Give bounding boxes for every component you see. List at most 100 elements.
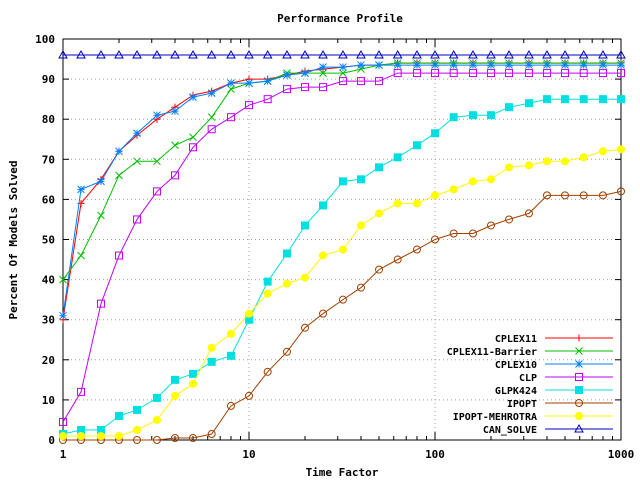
data-point-cplex10 <box>263 77 272 85</box>
data-point-cplex10 <box>561 61 569 69</box>
data-point-ipopt <box>468 229 477 238</box>
data-point-ipopt <box>189 433 198 442</box>
data-point-cplex10 <box>59 311 67 320</box>
data-point-glpk424 <box>114 411 123 420</box>
data-point-ipopt-mehrotra <box>189 379 198 388</box>
data-point-clp <box>189 143 198 152</box>
data-point-glpk424 <box>617 95 625 104</box>
data-point-ipopt-mehrotra <box>263 289 272 298</box>
data-point-can-solve <box>244 50 254 59</box>
data-point-clp <box>59 417 67 426</box>
legend-label-ipopt-mehrotra: IPOPT-MEHROTRA <box>453 412 537 423</box>
data-point-can-solve <box>300 50 310 59</box>
data-point-clp <box>170 171 179 180</box>
data-point-can-solve <box>226 50 236 59</box>
legend-entry-cplex11-barrier: CPLEX11-Barrier <box>447 346 613 358</box>
data-point-glpk424 <box>542 95 551 104</box>
data-point-clp <box>114 251 123 260</box>
data-point-cplex11-barrier <box>171 141 179 150</box>
data-point-cplex10 <box>431 61 439 69</box>
data-point-can-solve <box>486 50 496 59</box>
data-point-clp <box>579 69 588 78</box>
series-line-clp <box>62 72 621 423</box>
data-point-ipopt <box>393 255 402 264</box>
data-point-ipopt <box>561 191 570 200</box>
plot-frame <box>62 38 622 441</box>
data-point-cplex11-barrier <box>227 85 235 93</box>
data-point-cplex11-barrier <box>189 133 197 142</box>
data-point-clp <box>319 83 328 92</box>
data-point-glpk424 <box>207 357 216 366</box>
data-point-ipopt-mehrotra <box>412 199 421 208</box>
data-point-ipopt <box>207 429 216 438</box>
data-point-ipopt-mehrotra <box>486 175 495 184</box>
data-point-glpk424 <box>282 249 291 258</box>
x-tick-label: 1 <box>60 448 67 461</box>
data-point-glpk424 <box>263 277 272 286</box>
data-point-cplex10 <box>413 61 421 69</box>
data-point-clp <box>542 69 551 78</box>
data-point-can-solve <box>338 50 348 59</box>
data-point-cplex10 <box>617 61 625 69</box>
data-point-ipopt-mehrotra <box>282 279 291 288</box>
data-point-ipopt <box>449 229 458 238</box>
data-point-cplex10 <box>599 61 607 69</box>
data-point-glpk424 <box>579 95 588 104</box>
data-point-cplex10 <box>579 61 588 69</box>
data-point-ipopt-mehrotra <box>561 157 570 166</box>
grid <box>63 39 621 440</box>
y-tick-label: 70 <box>42 153 55 166</box>
data-point-ipopt-mehrotra <box>59 431 67 440</box>
data-point-can-solve <box>76 50 86 59</box>
data-point-ipopt <box>431 235 439 244</box>
data-point-ipopt <box>356 283 365 292</box>
series-cplex10 <box>59 61 625 320</box>
data-point-can-solve <box>318 50 328 59</box>
data-point-ipopt <box>282 347 291 356</box>
data-point-can-solve <box>616 50 626 59</box>
data-point-glpk424 <box>338 177 347 186</box>
data-point-cplex11-barrier <box>207 113 216 122</box>
legend-marker-ipopt <box>575 399 583 407</box>
data-point-clp <box>486 69 495 78</box>
data-point-clp <box>524 69 533 78</box>
legend-label-clp: CLP <box>519 373 537 384</box>
data-point-ipopt-mehrotra <box>338 245 347 254</box>
data-point-can-solve <box>392 50 403 59</box>
data-point-can-solve <box>412 50 422 59</box>
x-axis-label: Time Factor <box>306 466 379 479</box>
data-point-cplex11-barrier <box>77 251 85 260</box>
data-point-can-solve <box>206 50 217 59</box>
data-point-clp <box>282 85 291 94</box>
data-point-clp <box>431 69 439 78</box>
y-tick-label: 50 <box>42 234 55 247</box>
data-point-clp <box>598 69 607 78</box>
data-point-clp <box>77 387 86 396</box>
data-point-can-solve <box>96 50 106 59</box>
legend-marker-cplex11 <box>575 334 583 342</box>
legend-marker-clp <box>575 373 583 381</box>
data-point-glpk424 <box>300 221 309 230</box>
data-point-ipopt-mehrotra <box>96 431 105 440</box>
data-point-cplex11-barrier <box>153 157 161 166</box>
data-point-ipopt-mehrotra <box>77 431 86 440</box>
data-point-ipopt-mehrotra <box>170 391 179 400</box>
series-line-cplex10 <box>62 64 621 316</box>
data-point-ipopt <box>133 436 142 444</box>
y-tick-label: 0 <box>48 434 55 447</box>
data-point-ipopt-mehrotra <box>468 177 477 186</box>
data-point-ipopt-mehrotra <box>431 191 439 200</box>
data-point-clp <box>617 69 625 78</box>
data-point-ipopt-mehrotra <box>393 199 402 208</box>
data-point-glpk424 <box>356 175 365 184</box>
legend-label-glpk424: GLPK424 <box>495 386 537 397</box>
data-point-clp <box>449 69 458 78</box>
data-point-glpk424 <box>524 99 533 108</box>
data-point-ipopt <box>170 433 179 442</box>
y-tick-label: 90 <box>42 73 55 86</box>
data-point-cplex11-barrier <box>319 69 327 77</box>
data-point-ipopt-mehrotra <box>617 145 625 154</box>
data-point-can-solve <box>430 50 440 59</box>
chart-title: Performance Profile <box>277 12 403 25</box>
